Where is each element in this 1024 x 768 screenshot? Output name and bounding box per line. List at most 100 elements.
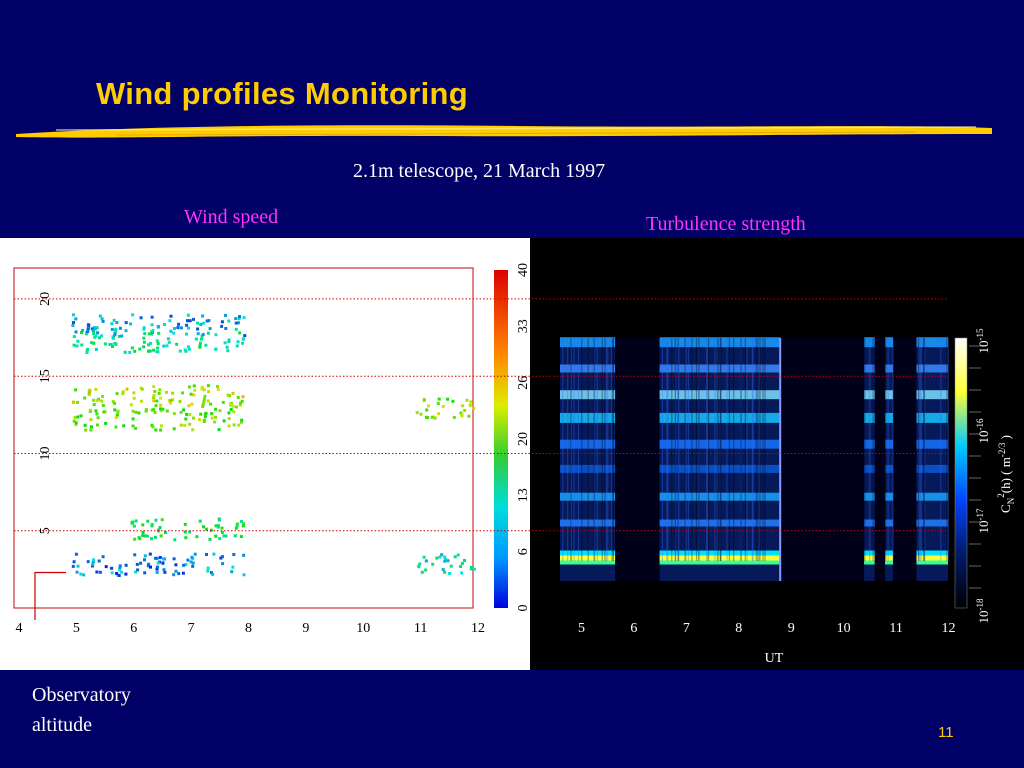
wind-data-point [433, 416, 437, 420]
wind-data-point [162, 557, 166, 561]
wind-data-point [234, 405, 238, 409]
wind-data-point [168, 401, 172, 405]
wind-data-point [178, 349, 182, 353]
wind-data-point [146, 564, 150, 568]
turb-streak [695, 338, 698, 561]
wind-data-point [187, 345, 190, 349]
turb-streak [677, 338, 679, 561]
turb-layer [659, 337, 781, 348]
wind-data-point [232, 410, 236, 414]
wind-data-point [217, 518, 221, 522]
wind-data-point [420, 570, 424, 574]
wind-data-point [140, 387, 144, 391]
turb-streak [698, 338, 700, 561]
turb-layer [560, 439, 616, 449]
wind-data-point [422, 398, 426, 402]
wind-data-point [169, 314, 173, 318]
wind-data-point [212, 552, 216, 556]
wind-data-point [171, 391, 175, 395]
wind-data-point [241, 524, 245, 528]
wind-data-point [448, 572, 452, 575]
wind-x-tick-label: 7 [188, 621, 195, 636]
wind-data-point [200, 385, 204, 389]
wind-x-tick-label: 9 [302, 621, 309, 636]
wind-data-point [95, 570, 99, 574]
wind-data-point [156, 324, 160, 328]
wind-x-tick-label: 6 [130, 621, 137, 636]
wind-data-point [114, 342, 118, 346]
wind-data-point [143, 571, 147, 575]
wind-data-point [191, 561, 195, 565]
turb-layer [916, 412, 948, 423]
wind-data-point [121, 392, 125, 396]
wind-data-point [235, 524, 239, 528]
wind-data-point [440, 553, 444, 557]
wind-data-point [227, 338, 231, 342]
wind-data-point [235, 522, 239, 526]
turb-streak [671, 338, 673, 561]
wind-data-point [437, 412, 441, 416]
turb-x-tick-label: 11 [889, 621, 902, 636]
turb-ground-layer [659, 555, 781, 561]
turb-layer [885, 364, 893, 373]
wind-data-point [94, 387, 98, 391]
title-underline-brush [16, 125, 992, 138]
wind-data-point [141, 523, 145, 527]
wind-data-point [134, 570, 138, 574]
wind-data-point [118, 326, 122, 330]
wind-data-point [460, 571, 464, 575]
wind-data-point [95, 326, 99, 330]
wind-data-point [110, 566, 114, 570]
wind-data-point [91, 563, 95, 567]
turb-layer [659, 519, 781, 527]
wind-data-point [142, 327, 146, 331]
wind-data-point [195, 535, 199, 539]
wind-data-point [206, 384, 210, 388]
turb-ground-layer [885, 550, 893, 556]
wind-data-point [142, 340, 146, 344]
wind-data-point [224, 327, 228, 330]
wind-data-point [110, 571, 114, 575]
wind-data-point [132, 391, 136, 395]
wind-data-point [93, 335, 97, 339]
wind-data-point [201, 403, 205, 407]
turb-layer [885, 390, 893, 400]
wind-data-point [92, 332, 96, 335]
wind-data-point [137, 411, 141, 415]
turb-layer [560, 412, 616, 423]
wind-data-point [148, 552, 152, 556]
wind-data-point [147, 343, 150, 347]
turb-streak [677, 338, 680, 561]
wind-data-point [94, 409, 98, 413]
wind-data-point [87, 391, 91, 395]
wind-data-point [236, 321, 240, 325]
wind-data-point [234, 327, 238, 331]
turb-ground-layer [864, 560, 875, 565]
wind-data-point [441, 404, 445, 408]
turb-streak [946, 338, 948, 561]
turb-streak [917, 338, 920, 561]
wind-data-point [79, 572, 83, 576]
wind-data-point [443, 555, 447, 559]
wind-data-point [199, 412, 203, 416]
turb-ground-layer [916, 560, 948, 565]
wind-data-point [163, 323, 166, 326]
wind-data-point [196, 327, 200, 331]
wind-data-point [154, 404, 158, 408]
wind-data-point [472, 406, 476, 410]
observatory-altitude-label: Observatory altitude [32, 680, 131, 740]
wind-x-tick-label: 5 [73, 621, 80, 636]
wind-data-point [204, 343, 208, 347]
wind-data-point [142, 326, 146, 330]
wind-data-point [199, 323, 203, 326]
wind-data-point [185, 323, 189, 327]
wind-data-point [425, 408, 429, 412]
wind-data-point [89, 408, 92, 412]
wind-data-point [150, 315, 154, 319]
wind-data-point [200, 337, 203, 341]
wind-data-point [95, 412, 99, 416]
wind-data-point [427, 404, 430, 408]
turb-streak [666, 338, 668, 561]
wind-data-point [94, 347, 98, 351]
wind-data-point [113, 331, 117, 335]
